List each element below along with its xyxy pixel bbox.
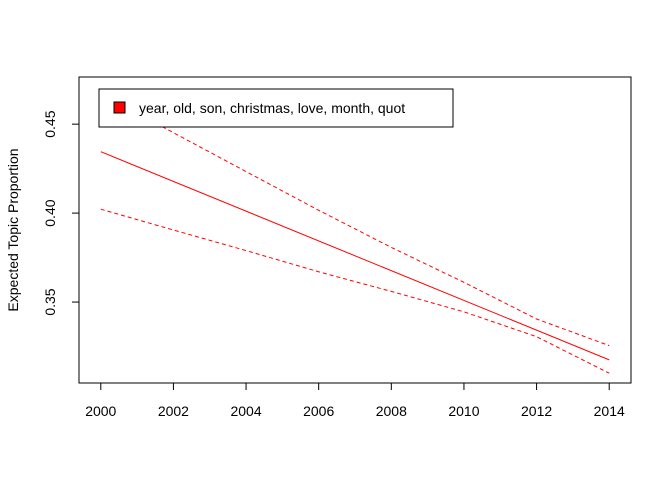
y-tick-label: 0.40 bbox=[42, 199, 58, 226]
x-tick-label: 2014 bbox=[594, 403, 625, 419]
legend: year, old, son, christmas, love, month, … bbox=[98, 88, 454, 128]
x-axis: 2000 2002 2004 2006 2008 2010 2012 2014 bbox=[85, 382, 625, 419]
x-tick-label: 2006 bbox=[303, 403, 334, 419]
lower-confidence-line bbox=[100, 208, 610, 374]
series-layer bbox=[100, 92, 610, 374]
x-tick-label: 2012 bbox=[521, 403, 552, 419]
legend-box bbox=[98, 88, 454, 128]
upper-confidence-line bbox=[100, 92, 610, 347]
x-tick-label: 2000 bbox=[85, 403, 116, 419]
x-tick-label: 2002 bbox=[158, 403, 189, 419]
y-tick-label: 0.45 bbox=[42, 110, 58, 137]
legend-swatch bbox=[113, 101, 126, 114]
x-tick-label: 2010 bbox=[448, 403, 479, 419]
y-axis: 0.35 0.40 0.45 bbox=[42, 110, 80, 316]
x-tick-label: 2008 bbox=[376, 403, 407, 419]
expected-proportion-line bbox=[100, 151, 610, 361]
y-tick-label: 0.35 bbox=[42, 288, 58, 315]
y-axis-label: Expected Topic Proportion bbox=[5, 148, 21, 311]
legend-label: year, old, son, christmas, love, month, … bbox=[139, 100, 405, 116]
x-tick-label: 2004 bbox=[230, 403, 261, 419]
